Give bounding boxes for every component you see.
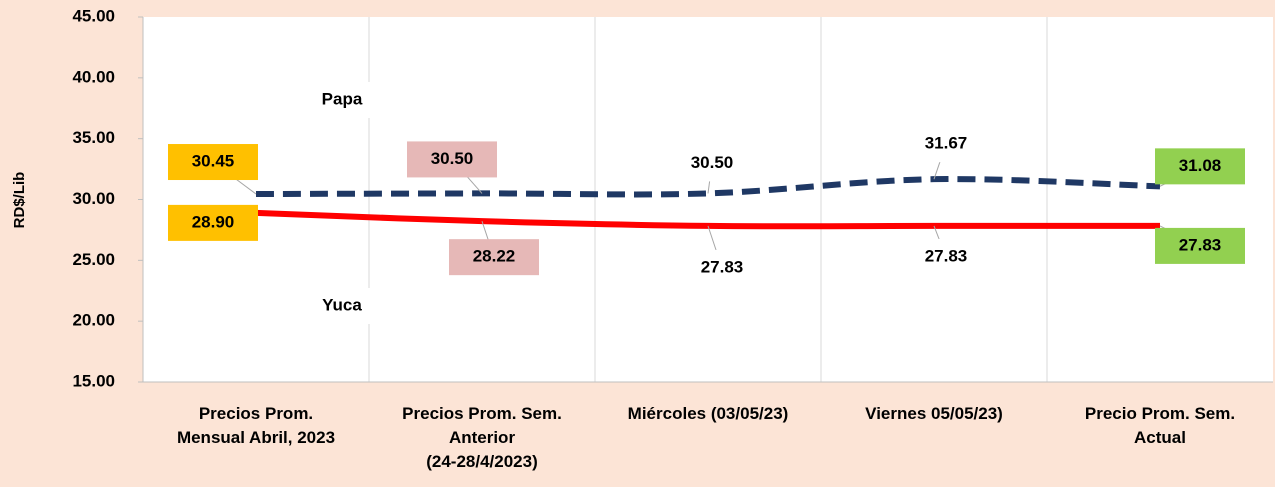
data-label: 27.83 [1179, 235, 1222, 254]
y-tick-label: 35.00 [72, 128, 115, 147]
y-tick-label: 25.00 [72, 250, 115, 269]
label-box [407, 141, 497, 178]
label-box [449, 239, 539, 276]
label-box [667, 145, 757, 182]
x-tick-label: Viernes 05/05/23) [865, 404, 1003, 423]
x-tick-label: Precio Prom. Sem. Actual [1084, 404, 1236, 447]
series-label: Papa [322, 89, 363, 108]
x-tick-label: Precios Prom. Sem. Anterior (24-28/4/202… [402, 404, 562, 471]
label-box [901, 238, 991, 275]
series-label: Yuca [322, 295, 362, 314]
data-label: 27.83 [925, 246, 968, 265]
label-box [1155, 227, 1245, 264]
plot-area [143, 17, 1273, 382]
data-label: 28.90 [192, 212, 235, 231]
y-tick-label: 20.00 [72, 311, 115, 330]
label-box [168, 144, 258, 181]
line-0 [255, 176, 1161, 198]
label-box [901, 126, 991, 163]
x-tick-label: Miércoles (03/05/23) [627, 404, 789, 423]
data-label: 28.22 [473, 247, 516, 266]
data-label: 27.83 [701, 257, 744, 276]
y-tick-label: 40.00 [72, 67, 115, 86]
series-label-box [297, 82, 387, 118]
data-label: 30.45 [192, 152, 235, 171]
label-box [1155, 148, 1245, 185]
label-box [168, 204, 258, 241]
series-label-box [297, 288, 387, 324]
data-label: 30.50 [691, 153, 734, 172]
data-label: 31.08 [1179, 156, 1222, 175]
data-label: 31.67 [925, 134, 968, 153]
y-tick-label: 45.00 [72, 6, 115, 25]
y-tick-label: 30.00 [72, 189, 115, 208]
label-box [677, 249, 767, 286]
x-tick-label: Precios Prom. Mensual Abril, 2023 [176, 404, 336, 447]
data-label: 30.50 [431, 149, 474, 168]
y-tick-label: 15.00 [72, 371, 115, 390]
y-axis-label: RD$/Lib [11, 172, 28, 229]
